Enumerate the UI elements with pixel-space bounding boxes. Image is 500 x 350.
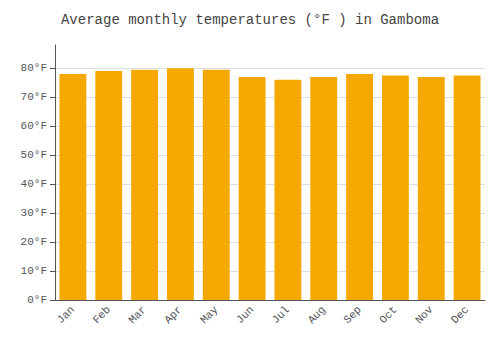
svg-text:Feb: Feb xyxy=(91,304,113,326)
svg-text:10°F: 10°F xyxy=(21,265,47,277)
svg-text:20°F: 20°F xyxy=(21,236,47,248)
svg-text:40°F: 40°F xyxy=(21,178,47,190)
svg-text:80°F: 80°F xyxy=(21,62,47,74)
svg-text:Jul: Jul xyxy=(270,304,292,326)
svg-text:Apr: Apr xyxy=(162,304,184,326)
svg-text:Nov: Nov xyxy=(413,303,436,326)
svg-text:60°F: 60°F xyxy=(21,120,47,132)
svg-text:0°F: 0°F xyxy=(27,294,47,306)
svg-text:Sep: Sep xyxy=(341,304,363,326)
svg-text:May: May xyxy=(198,303,221,326)
svg-text:Jan: Jan xyxy=(55,304,77,326)
svg-text:70°F: 70°F xyxy=(21,91,47,103)
svg-text:Oct: Oct xyxy=(377,304,399,326)
svg-text:Dec: Dec xyxy=(449,304,471,326)
svg-text:Mar: Mar xyxy=(126,304,148,326)
svg-text:Aug: Aug xyxy=(306,304,328,326)
svg-text:30°F: 30°F xyxy=(21,207,47,219)
svg-text:Jun: Jun xyxy=(234,304,256,326)
svg-text:Average monthly temperatures (: Average monthly temperatures (°F ) in Ga… xyxy=(61,12,439,28)
svg-text:50°F: 50°F xyxy=(21,149,47,161)
